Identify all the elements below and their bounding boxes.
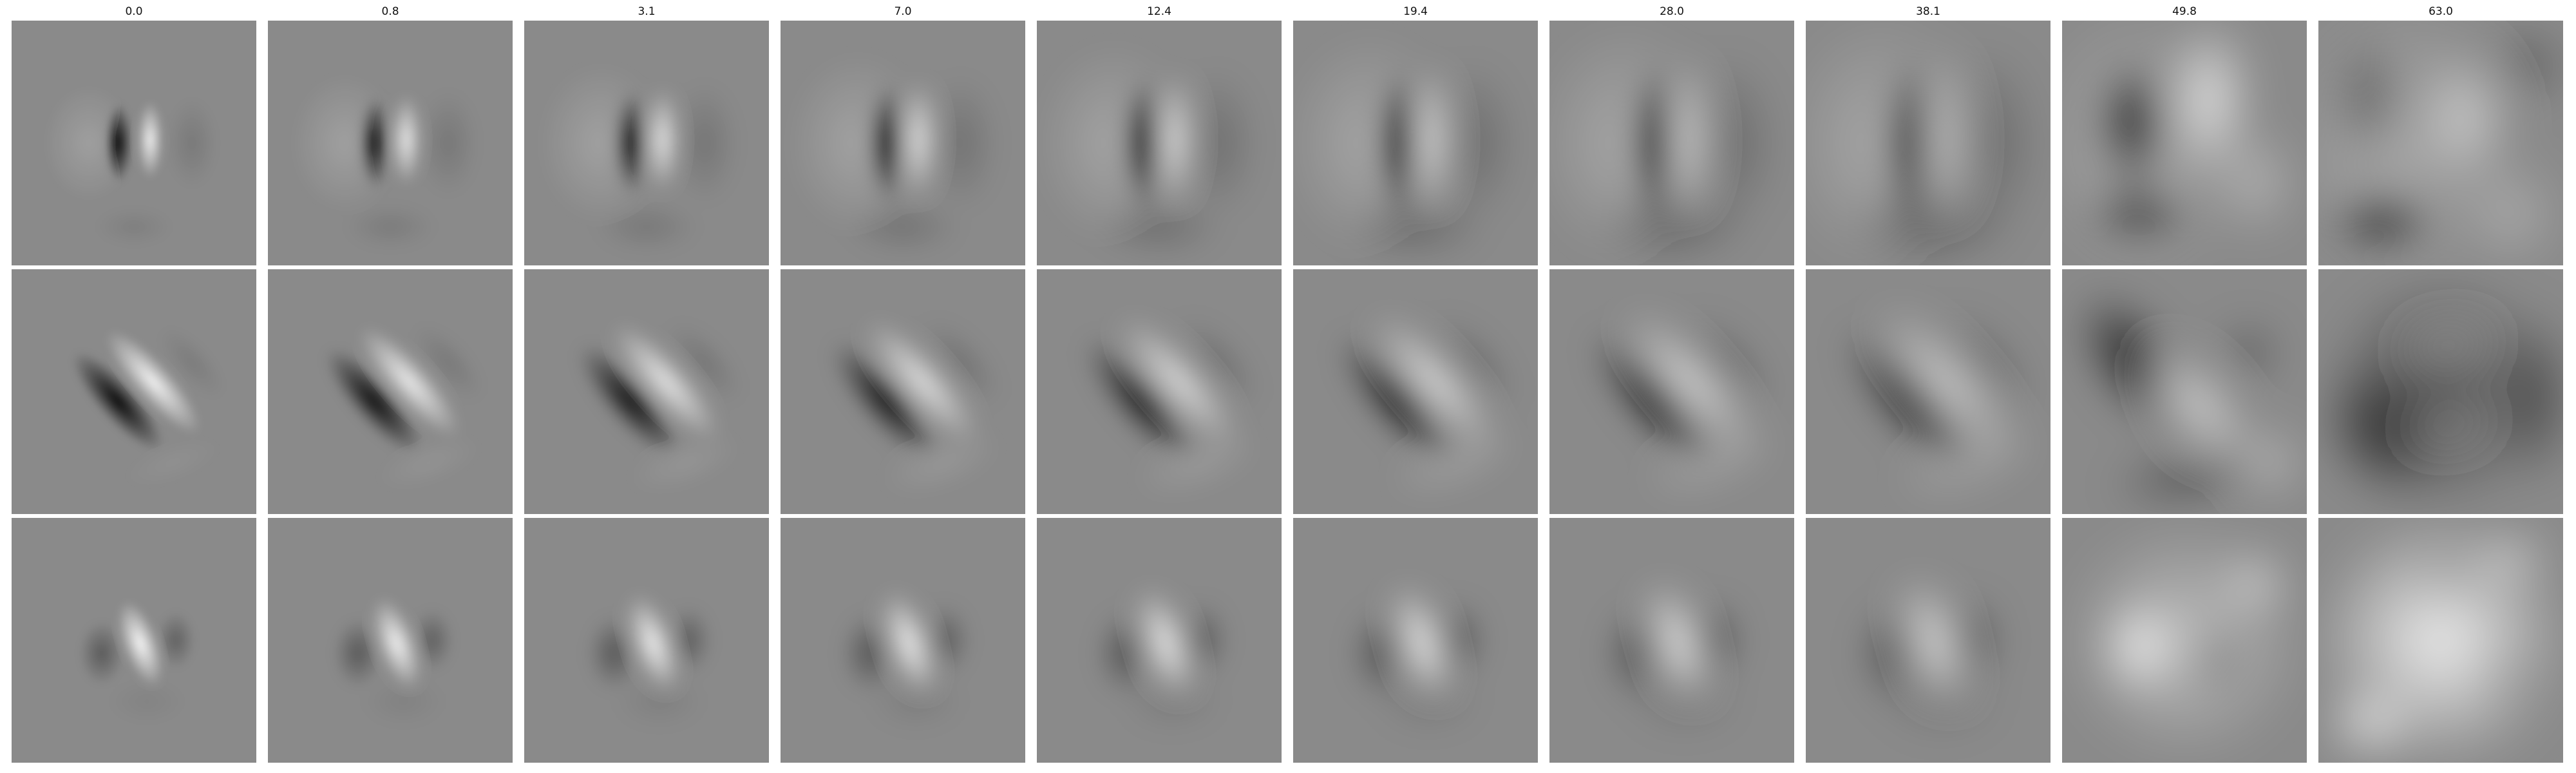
filter-panel — [1549, 518, 1794, 763]
filter-image — [1806, 269, 2050, 514]
column-title: 28.0 — [1660, 5, 1684, 18]
filter-image — [1293, 518, 1538, 763]
filter-image — [524, 21, 769, 265]
filter-image — [12, 518, 256, 763]
filter-panel — [12, 269, 256, 514]
filter-image — [1293, 269, 1538, 514]
filter-panel — [1293, 21, 1538, 265]
filter-panel — [12, 518, 256, 763]
column-title: 38.1 — [1916, 5, 1940, 18]
filter-panel — [268, 269, 513, 514]
filter-panel — [1806, 21, 2050, 265]
filter-image — [1037, 518, 1282, 763]
column-title: 0.8 — [381, 5, 399, 18]
filter-image — [2318, 21, 2563, 265]
filter-panel — [268, 21, 513, 265]
filter-panel — [1293, 269, 1538, 514]
filter-image — [1037, 21, 1282, 265]
filter-image — [1806, 21, 2050, 265]
column-title: 7.0 — [894, 5, 912, 18]
filter-image — [2062, 21, 2307, 265]
filter-panel — [524, 269, 769, 514]
filter-panel — [2062, 518, 2307, 763]
filter-image — [1549, 21, 1794, 265]
filter-panel — [1549, 269, 1794, 514]
column-title: 63.0 — [2429, 5, 2453, 18]
filter-panel — [1549, 21, 1794, 265]
filter-image — [781, 269, 1025, 514]
filter-image — [524, 269, 769, 514]
filter-panel — [2318, 518, 2563, 763]
filter-panel — [1293, 518, 1538, 763]
filter-panel — [1037, 269, 1282, 514]
filter-panel — [2062, 21, 2307, 265]
filter-panel — [524, 21, 769, 265]
column-title: 0.0 — [125, 5, 143, 18]
filter-image — [1549, 518, 1794, 763]
filter-panel — [1037, 21, 1282, 265]
filter-image — [1293, 21, 1538, 265]
filter-image — [2318, 518, 2563, 763]
filter-panel — [12, 21, 256, 265]
filter-panel — [781, 518, 1025, 763]
filter-panel — [524, 518, 769, 763]
filter-panel — [781, 21, 1025, 265]
filter-image — [268, 21, 513, 265]
filter-panel — [2318, 21, 2563, 265]
filter-image — [12, 21, 256, 265]
filter-panel — [1806, 269, 2050, 514]
filter-panel — [1037, 518, 1282, 763]
column-title: 12.4 — [1147, 5, 1171, 18]
filter-image — [2318, 269, 2563, 514]
filter-image — [2062, 269, 2307, 514]
column-title: 3.1 — [638, 5, 656, 18]
filter-panel — [2318, 269, 2563, 514]
filter-panel — [268, 518, 513, 763]
filter-image — [1549, 269, 1794, 514]
filter-image — [524, 518, 769, 763]
filter-image — [12, 269, 256, 514]
column-title: 19.4 — [1403, 5, 1428, 18]
filter-image — [268, 269, 513, 514]
filter-image — [268, 518, 513, 763]
filter-image — [2062, 518, 2307, 763]
filter-panel — [1806, 518, 2050, 763]
filter-panel — [2062, 269, 2307, 514]
filter-image — [781, 518, 1025, 763]
filter-image — [1037, 269, 1282, 514]
filter-image — [781, 21, 1025, 265]
column-title: 49.8 — [2172, 5, 2197, 18]
filter-image — [1806, 518, 2050, 763]
filter-panel — [781, 269, 1025, 514]
